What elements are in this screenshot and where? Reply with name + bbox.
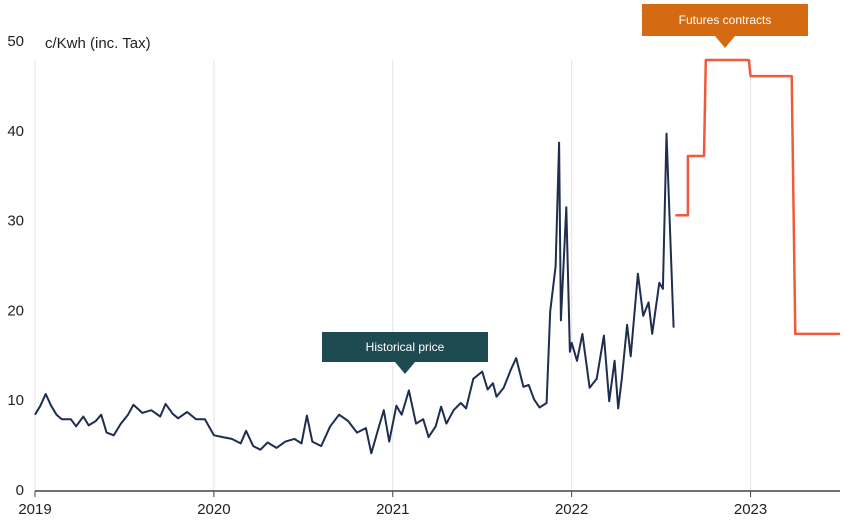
callout-arrow	[715, 36, 735, 48]
y-tick-label: 20	[7, 302, 24, 319]
series-callout: Historical price	[322, 332, 488, 374]
callout-arrow	[395, 362, 415, 374]
x-tick-label: 2022	[555, 501, 588, 518]
x-tick-label: 2023	[734, 501, 767, 518]
y-axis-label: c/Kwh (inc. Tax)	[45, 35, 151, 52]
y-tick-label: 0	[16, 482, 24, 499]
series-line	[34, 132, 675, 455]
y-tick-label: 30	[7, 213, 24, 230]
callout-label: Historical price	[366, 340, 445, 354]
x-tick-label: 2021	[376, 501, 409, 518]
series-line	[675, 58, 840, 336]
y-tick-label: 50	[7, 33, 24, 50]
x-tick-label: 2020	[197, 501, 230, 518]
callout-box	[642, 4, 808, 36]
callout-box	[322, 332, 488, 362]
y-tick-label: 10	[7, 392, 24, 409]
x-tick-label: 2019	[18, 501, 51, 518]
series-callout: Futures contracts	[642, 4, 808, 48]
callout-label: Futures contracts	[679, 13, 772, 27]
y-tick-label: 40	[7, 123, 24, 140]
